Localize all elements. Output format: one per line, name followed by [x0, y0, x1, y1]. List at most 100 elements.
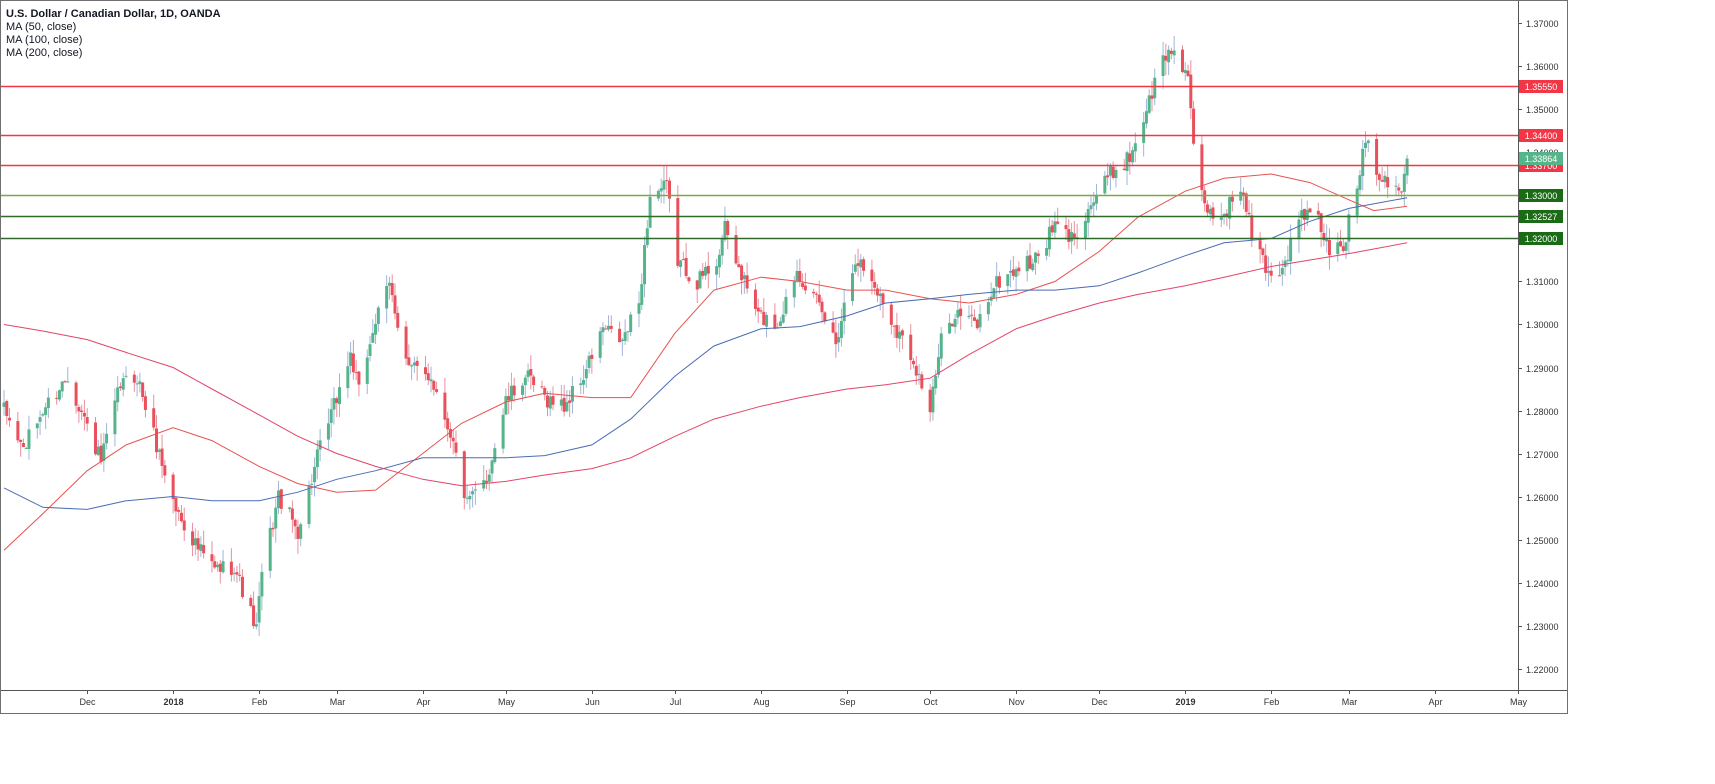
candle-up	[105, 423, 109, 450]
candle-up	[648, 185, 652, 229]
candle-body	[1266, 270, 1270, 273]
candle-body	[1375, 138, 1379, 175]
candle-down	[118, 382, 122, 391]
candle-body	[1250, 215, 1254, 240]
candle-body	[590, 354, 594, 359]
candle-body	[63, 381, 67, 383]
candle-body	[1358, 175, 1362, 190]
candle-up	[1034, 251, 1038, 275]
candle-body	[881, 293, 885, 304]
candle-body	[296, 526, 300, 539]
candle-down	[1327, 228, 1331, 270]
candle-body	[853, 264, 857, 272]
candle-body	[695, 280, 699, 290]
candle-body	[1056, 221, 1060, 224]
candle-body	[842, 302, 846, 322]
candle-up	[640, 273, 644, 311]
candle-body	[412, 362, 416, 366]
candle-up	[490, 459, 494, 484]
candle-up	[1131, 146, 1135, 167]
candle-down	[973, 309, 977, 322]
candle-up	[260, 563, 264, 611]
level-price-tag	[1519, 232, 1563, 245]
candle-down	[803, 272, 807, 295]
candle-body	[601, 327, 605, 333]
candle-up	[268, 516, 272, 579]
candle-body	[598, 331, 602, 358]
candle-down	[1203, 185, 1207, 212]
candle-body	[385, 285, 389, 309]
candle-down	[252, 591, 256, 629]
candle-body	[1308, 208, 1312, 213]
candle-up	[1086, 202, 1090, 237]
candle-body	[623, 332, 627, 341]
candle-down	[959, 294, 963, 330]
candle-down	[540, 380, 544, 389]
candle-body	[157, 449, 161, 452]
candle-body	[313, 466, 317, 483]
candle-up	[368, 335, 372, 362]
candle-down	[210, 541, 214, 573]
candle-body	[909, 334, 913, 361]
candle-body	[371, 333, 375, 343]
candle-down	[202, 530, 206, 559]
ma-line-1	[3, 197, 1408, 510]
candle-body	[970, 314, 974, 316]
candle-body	[80, 410, 84, 413]
candle-down	[618, 321, 622, 343]
candle-body	[1327, 240, 1331, 256]
candle-body	[1336, 242, 1340, 255]
candle-up	[1358, 170, 1362, 196]
candle-up	[1297, 211, 1301, 253]
candle-down	[856, 248, 860, 277]
candle-body	[1347, 214, 1351, 242]
candle-body	[1114, 169, 1118, 179]
candle-up	[1336, 232, 1340, 262]
candle-down	[1278, 261, 1282, 277]
candle-down	[196, 530, 200, 561]
candle-body	[889, 304, 893, 325]
candle-body	[1402, 173, 1406, 192]
candle-body	[1278, 275, 1282, 277]
candle-body	[393, 295, 397, 314]
candle-down	[875, 284, 879, 303]
candle-body	[60, 381, 64, 392]
candle-down	[1036, 250, 1040, 264]
candle-down	[1225, 208, 1229, 227]
candle-down	[271, 522, 275, 537]
candle-body	[260, 571, 264, 597]
candle-down	[94, 416, 98, 456]
candle-down	[77, 404, 81, 423]
candle-body	[817, 294, 821, 303]
candle-up	[329, 398, 333, 438]
candle-body	[992, 288, 996, 298]
candle-down	[676, 185, 680, 269]
candle-down	[895, 312, 899, 348]
candle-body	[240, 576, 244, 598]
candle-body	[900, 330, 904, 336]
candle-body	[141, 382, 145, 398]
candle-body	[299, 524, 303, 539]
candle-down	[1247, 199, 1251, 217]
candle-down	[1308, 207, 1312, 213]
candle-down	[1111, 161, 1115, 180]
candle-body	[1106, 175, 1110, 178]
candle-body	[859, 259, 863, 268]
candle-down	[249, 594, 253, 608]
candle-body	[143, 396, 147, 410]
candle-down	[1075, 223, 1079, 250]
candle-down	[740, 263, 744, 295]
candle-down	[823, 311, 827, 325]
candle-body	[1222, 214, 1226, 217]
candle-body	[950, 323, 954, 327]
candle-up	[839, 308, 843, 347]
candle-body	[679, 260, 683, 267]
candle-body	[997, 276, 1001, 288]
candle-up	[501, 408, 505, 454]
price-chart[interactable]: 1.370001.360001.350001.340001.330001.320…	[1, 1, 1567, 713]
candle-down	[179, 505, 183, 523]
candle-body	[249, 597, 253, 606]
candle-body	[1261, 248, 1265, 255]
candle-body	[163, 465, 167, 476]
candle-body	[978, 313, 982, 328]
